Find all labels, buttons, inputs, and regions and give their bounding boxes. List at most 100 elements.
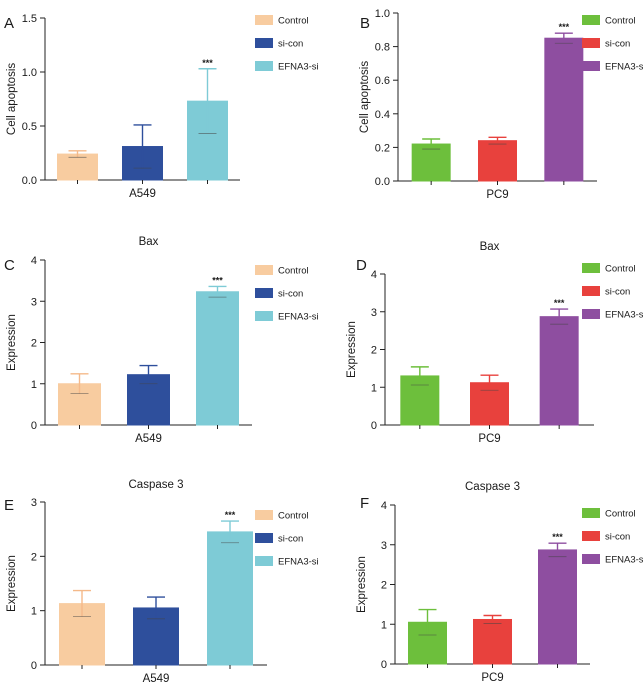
y-tick-label: 0.4 (375, 109, 390, 121)
y-tick-label: 2 (31, 338, 37, 350)
panel-D: D Bax 0 1 2 3 4 Expression PC9 *** Control si-con EF… (346, 241, 643, 445)
y-tick-label: 0 (31, 660, 37, 672)
y-tick-label: 1 (381, 619, 387, 631)
significance-label: *** (554, 298, 565, 308)
y-tick-label: 0.8 (375, 42, 390, 54)
panel-F: F Caspase 3 0 1 2 3 4 Expression PC9 *** Control si… (356, 481, 643, 684)
y-tick-label: 1.5 (22, 13, 37, 25)
bar-control (57, 153, 98, 181)
bar-si-con (478, 140, 517, 182)
legend-label: EFNA3-si (278, 62, 319, 73)
legend-label: EFNA3-si (605, 555, 643, 566)
legend-swatch (582, 309, 600, 319)
significance-label: *** (225, 510, 236, 520)
x-axis-label: PC9 (481, 672, 503, 684)
panel-B: B 0.0 0.2 0.4 0.6 0.8 1.0 Cell apoptosis PC9 *** C… (359, 8, 643, 201)
legend-label: si-con (605, 532, 630, 543)
panel-letter: D (356, 257, 367, 274)
legend-label: si-con (605, 39, 630, 50)
legend-label: EFNA3-si (605, 310, 643, 321)
significance-label: *** (202, 58, 213, 68)
legend-swatch (582, 286, 600, 296)
y-tick-label: 0.5 (22, 121, 37, 133)
y-axis-label: Expression (356, 556, 368, 613)
legend-label: si-con (278, 289, 303, 300)
legend-swatch (582, 263, 600, 273)
y-tick-label: 1.0 (22, 67, 37, 79)
y-tick-label: 3 (381, 540, 387, 552)
legend-label: Control (278, 16, 309, 27)
chart-title: Caspase 3 (129, 479, 184, 491)
y-tick-label: 3 (371, 307, 377, 319)
legend-swatch (582, 508, 600, 518)
significance-label: *** (212, 275, 223, 285)
x-axis-label: A549 (143, 673, 170, 685)
y-tick-label: 3 (31, 296, 37, 308)
legend-swatch (255, 15, 273, 25)
panel-letter: A (4, 15, 14, 32)
y-tick-label: 0 (371, 420, 377, 432)
y-tick-label: 4 (381, 500, 387, 512)
legend-label: Control (605, 264, 636, 275)
y-tick-label: 0.0 (22, 175, 37, 187)
panel-E: E Caspase 3 0 1 2 3 Expression A549 *** Control si… (4, 479, 319, 685)
legend-label: EFNA3-si (278, 312, 319, 323)
chart-title: Bax (480, 241, 500, 253)
legend-label: si-con (278, 534, 303, 545)
legend-swatch (255, 265, 273, 275)
y-tick-label: 1 (31, 606, 37, 618)
legend-swatch (582, 61, 600, 71)
legend-label: Control (278, 266, 309, 277)
legend-swatch (255, 38, 273, 48)
legend-label: si-con (605, 287, 630, 298)
x-axis-label: A549 (135, 433, 162, 445)
panel-letter: E (4, 497, 14, 514)
bar-efna3-si (207, 531, 253, 666)
y-tick-label: 2 (381, 580, 387, 592)
legend-swatch (582, 554, 600, 564)
legend-swatch (582, 38, 600, 48)
y-tick-label: 2 (31, 551, 37, 563)
legend-label: EFNA3-si (278, 557, 319, 568)
y-tick-label: 4 (371, 269, 377, 281)
y-axis-label: Expression (346, 321, 358, 378)
x-axis-label: PC9 (486, 189, 508, 201)
chart-title: Caspase 3 (465, 481, 520, 493)
significance-label: *** (552, 532, 563, 542)
legend-swatch (582, 531, 600, 541)
bar-efna3-si (196, 291, 239, 426)
legend-swatch (255, 288, 273, 298)
significance-label: *** (559, 22, 570, 32)
bar-efna3-si (538, 549, 577, 665)
legend-swatch (255, 533, 273, 543)
y-tick-label: 0 (31, 420, 37, 432)
x-axis-label: PC9 (478, 433, 500, 445)
legend-swatch (255, 556, 273, 566)
y-tick-label: 1 (31, 379, 37, 391)
panel-C: C Bax 0 1 2 3 4 Expression A549 *** Control si-con E… (4, 236, 319, 445)
legend-swatch (255, 311, 273, 321)
y-tick-label: 1.0 (375, 8, 390, 20)
legend-label: Control (605, 509, 636, 520)
y-tick-label: 0.6 (375, 75, 390, 87)
bar-efna3-si (544, 37, 584, 182)
bar-si-con (473, 618, 512, 665)
panel-A: A 0.0 0.5 1.0 1.5 Cell apoptosis A549 *** Contro… (4, 13, 319, 200)
bar-control (411, 143, 451, 182)
y-axis-label: Cell apoptosis (6, 63, 18, 135)
panel-letter: C (4, 257, 15, 274)
panel-letter: F (360, 495, 369, 512)
legend-swatch (255, 510, 273, 520)
y-axis-label: Expression (6, 555, 18, 612)
legend-label: si-con (278, 39, 303, 50)
panel-letter: B (360, 15, 370, 32)
legend-label: Control (278, 511, 309, 522)
chart-title: Bax (139, 236, 159, 248)
legend-label: Control (605, 16, 636, 27)
y-tick-label: 0.0 (375, 176, 390, 188)
bar-efna3-si (539, 316, 579, 426)
y-tick-label: 4 (31, 255, 37, 267)
y-axis-label: Expression (6, 314, 18, 371)
x-axis-label: A549 (129, 188, 156, 200)
